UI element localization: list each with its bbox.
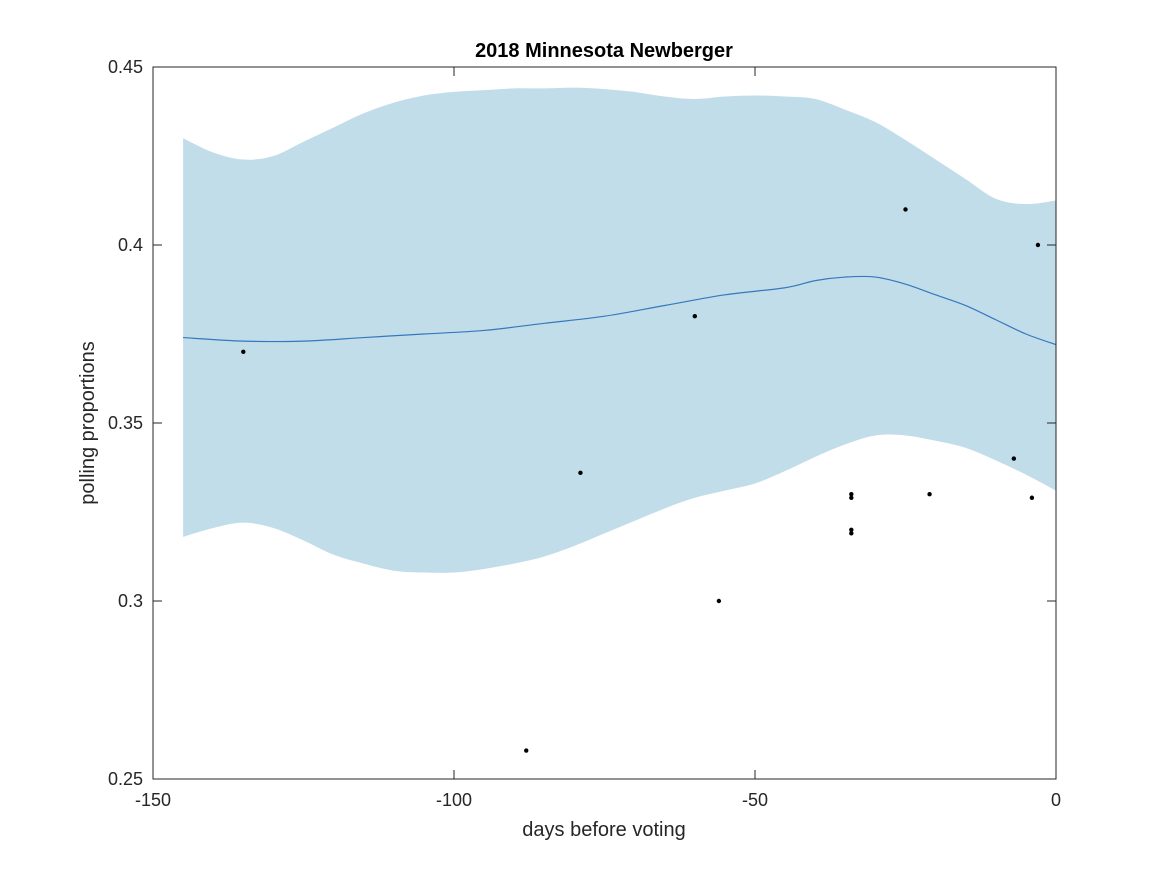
y-tick-label: 0.4 [118, 235, 143, 255]
poll-point [849, 527, 854, 532]
poll-point [716, 598, 722, 604]
axis-ticks: -150 -100 -50 0 0.25 0.3 0.35 0.4 0.45 [108, 57, 1061, 810]
poll-point [849, 495, 854, 500]
poll-point [849, 492, 854, 497]
x-tick-label: -50 [742, 790, 768, 810]
y-tick-label: 0.3 [118, 591, 143, 611]
chart-title: 2018 Minnesota Newberger [475, 40, 733, 62]
poll-point [1029, 495, 1035, 500]
poll-point [241, 349, 246, 354]
plot-area [183, 87, 1057, 753]
trend-line [183, 275, 1057, 346]
poll-point [849, 531, 854, 536]
x-tick-label: 0 [1051, 790, 1061, 810]
poll-point [903, 207, 908, 212]
y-tick-label: 0.25 [108, 769, 143, 789]
poll-point [578, 470, 583, 476]
poll-point [692, 314, 697, 319]
x-tick-label: -150 [135, 790, 171, 810]
y-axis-label: polling proportions [77, 341, 99, 504]
x-axis-label: days before voting [522, 819, 685, 841]
poll-point [927, 492, 932, 497]
poll-point [524, 748, 529, 753]
poll-point [1011, 456, 1017, 461]
x-tick-label: -100 [436, 790, 472, 810]
confidence-band [183, 87, 1057, 573]
poll-point [1035, 242, 1041, 248]
y-tick-label: 0.35 [108, 413, 143, 433]
y-tick-label: 0.45 [108, 57, 143, 77]
